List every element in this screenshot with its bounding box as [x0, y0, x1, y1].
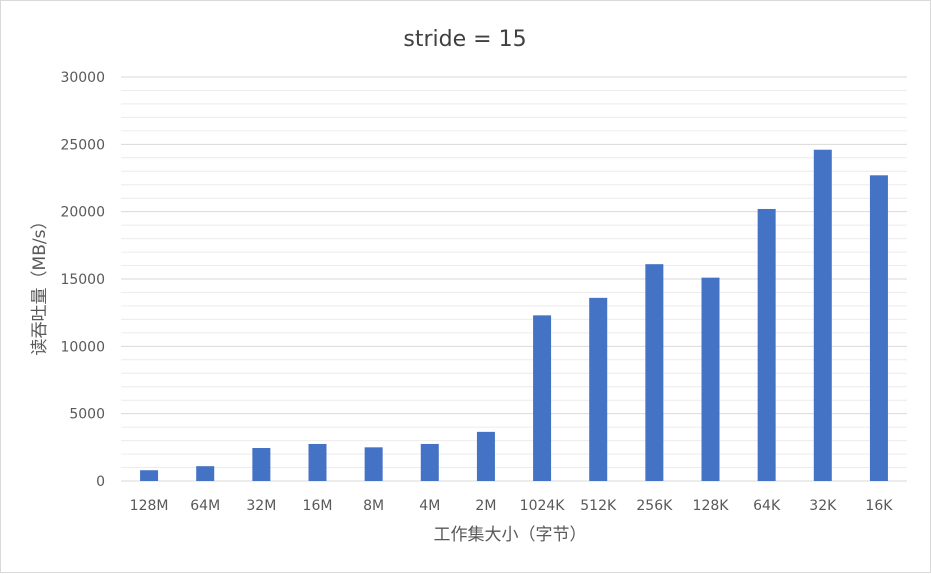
bar-512K	[589, 297, 608, 481]
bar-4M	[420, 443, 439, 481]
x-tick-label: 32K	[809, 498, 837, 514]
bar-32K	[813, 149, 832, 481]
x-tick-label: 8M	[363, 498, 384, 514]
y-tick-label: 0	[96, 474, 105, 490]
x-tick-label: 128K	[693, 498, 730, 514]
y-tick-label: 30000	[60, 70, 105, 86]
x-tick-label: 64M	[190, 498, 220, 514]
x-tick-label: 64K	[753, 498, 781, 514]
bar-series	[140, 149, 888, 481]
y-tick-label: 15000	[60, 272, 105, 288]
bar-8M	[364, 447, 383, 481]
bar-256K	[645, 264, 664, 481]
x-tick-label: 4M	[419, 498, 440, 514]
x-tick-label: 16M	[303, 498, 333, 514]
y-tick-label: 10000	[60, 339, 105, 355]
chart-title: stride = 15	[403, 27, 526, 52]
x-tick-label: 2M	[475, 498, 496, 514]
x-tick-label: 16K	[865, 498, 893, 514]
bar-64M	[196, 466, 215, 481]
gridlines	[121, 76, 907, 482]
y-tick-label: 20000	[60, 205, 105, 221]
x-tick-label: 256K	[636, 498, 673, 514]
y-tick-label: 5000	[69, 407, 105, 423]
x-axis-ticks: 128M 64M 32M 16M 8M 4M 2M 1024K 512K 256K 128K 64K 3…	[130, 498, 894, 514]
y-tick-label: 25000	[60, 137, 105, 153]
y-axis-label: 读吞吐量（MB/s）	[30, 213, 50, 356]
x-tick-label: 32M	[246, 498, 276, 514]
bar-2M	[476, 431, 495, 481]
y-axis-ticks: 0 5000 10000 15000 20000 25000 30000	[60, 70, 105, 490]
bar-128M	[140, 470, 159, 481]
bar-32M	[252, 448, 271, 481]
bar-128K	[701, 277, 720, 481]
x-axis-label: 工作集大小（字节）	[434, 525, 587, 545]
bar-16M	[308, 443, 327, 481]
bar-1024K	[533, 315, 552, 481]
x-tick-label: 512K	[580, 498, 617, 514]
bar-64K	[757, 208, 776, 481]
x-tick-label: 1024K	[520, 498, 566, 514]
bar-16K	[869, 175, 888, 481]
x-tick-label: 128M	[130, 498, 169, 514]
